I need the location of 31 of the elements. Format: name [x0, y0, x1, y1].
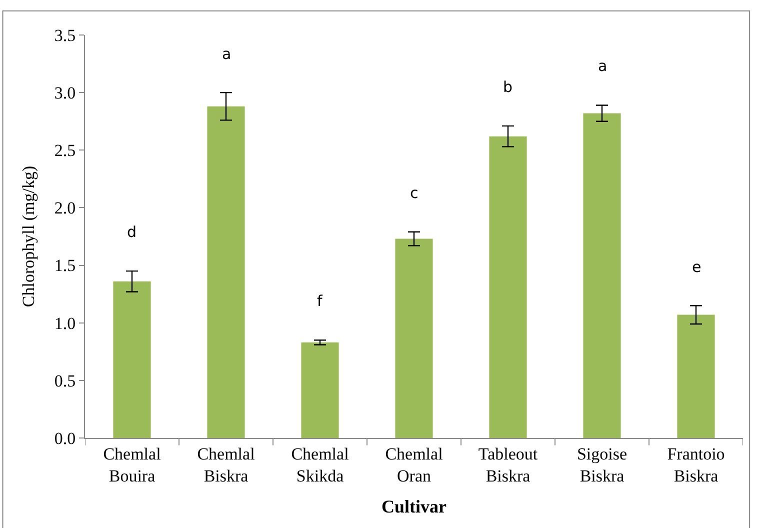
bar: [583, 113, 621, 438]
y-tick-label: 1.0: [54, 314, 76, 333]
x-tick-label: Tableout Biskra: [478, 444, 538, 486]
annotation: f: [317, 292, 323, 310]
x-tick-label: Frantoio Biskra: [667, 444, 725, 486]
y-tick-label: 0.5: [54, 371, 76, 390]
annotation: a: [598, 57, 608, 75]
x-tick-label: Chemlal Oran: [385, 444, 444, 486]
y-tick-label: 2.0: [54, 198, 76, 218]
y-tick-label: 3.5: [54, 26, 76, 45]
x-tick-label: Chemlal Skikda: [291, 444, 350, 486]
y-tick-label: 1.5: [54, 256, 76, 276]
y-axis-title: Chlorophyll (mg/kg): [18, 166, 38, 308]
x-tick-label: Chemlal Biskra: [197, 444, 256, 486]
y-tick-label: 2.5: [54, 141, 76, 160]
bar: [489, 136, 527, 438]
bar: [207, 106, 245, 438]
x-axis-title: Cultivar: [382, 496, 447, 517]
bar: [677, 314, 715, 438]
y-tick-label: 0.0: [54, 428, 76, 448]
bar: [301, 342, 339, 438]
annotation: a: [222, 45, 232, 63]
annotation: d: [127, 223, 137, 241]
bar: [395, 238, 433, 438]
y-tick-label: 3.0: [54, 84, 76, 103]
annotation: e: [692, 258, 702, 276]
x-tick-label: Chemlal Bouira: [103, 444, 162, 486]
x-tick-label: Sigoise Biskra: [576, 444, 628, 486]
annotation: b: [503, 78, 513, 96]
bar: [113, 281, 151, 438]
annotation: c: [410, 184, 418, 202]
